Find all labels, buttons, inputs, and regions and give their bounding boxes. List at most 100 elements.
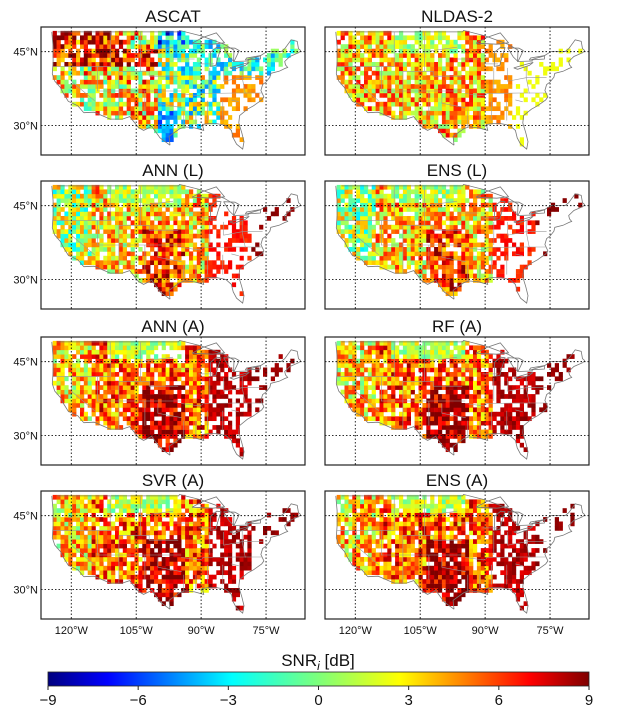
snr-cell <box>134 62 139 67</box>
snr-cell <box>192 407 198 413</box>
snr-cell <box>402 189 408 195</box>
snr-cell <box>107 189 112 195</box>
snr-cell <box>103 198 108 203</box>
snr-cell <box>169 137 174 143</box>
snr-cell <box>426 367 431 373</box>
snr-cell <box>469 251 474 257</box>
snr-cell <box>169 62 174 67</box>
snr-cell <box>375 198 380 203</box>
snr-cell <box>91 211 96 217</box>
snr-cell <box>220 363 225 368</box>
snr-cell <box>473 429 478 435</box>
snr-cell <box>76 372 81 377</box>
snr-cell <box>122 255 127 261</box>
snr-cell <box>185 57 190 63</box>
snr-cell <box>122 247 127 252</box>
snr-cell <box>344 224 349 230</box>
snr-cell <box>379 238 384 243</box>
snr-cell <box>426 216 431 221</box>
snr-cell <box>138 229 143 234</box>
snr-cell <box>402 345 408 351</box>
snr-cell <box>146 207 151 212</box>
snr-cell <box>469 269 474 274</box>
snr-cell <box>165 198 170 203</box>
snr-cell <box>383 70 388 76</box>
snr-cell <box>259 97 264 103</box>
snr-cell <box>441 273 447 279</box>
snr-cell <box>367 211 372 217</box>
snr-cell <box>146 411 151 417</box>
snr-cell <box>399 385 404 390</box>
snr-cell <box>375 48 380 54</box>
snr-cell <box>181 345 186 351</box>
snr-cell <box>441 434 447 439</box>
snr-cell <box>430 184 435 190</box>
snr-cell <box>360 247 365 252</box>
snr-cell <box>395 416 400 422</box>
snr-cell <box>414 354 419 359</box>
snr-cell <box>115 110 120 116</box>
snr-cell <box>360 411 365 417</box>
snr-cell <box>208 411 213 417</box>
snr-cell <box>484 376 489 382</box>
snr-cell <box>189 367 194 373</box>
snr-cell <box>189 416 194 422</box>
snr-cell <box>453 53 458 58</box>
snr-cell <box>181 75 186 80</box>
snr-cell <box>360 184 365 190</box>
snr-cell <box>173 264 178 270</box>
snr-cell <box>473 53 478 58</box>
snr-cell <box>150 380 155 386</box>
snr-cell <box>453 291 458 297</box>
snr-cell <box>402 247 408 252</box>
lake-outline <box>493 46 506 67</box>
snr-cell <box>134 75 139 80</box>
snr-cell <box>492 264 497 270</box>
snr-cell <box>235 398 240 404</box>
snr-cell <box>488 411 493 417</box>
snr-cell <box>352 70 357 76</box>
snr-cell <box>200 247 205 252</box>
snr-cell <box>111 44 116 49</box>
snr-cell <box>364 211 369 217</box>
snr-cell <box>134 358 139 364</box>
snr-cell <box>410 251 415 257</box>
snr-cell <box>367 238 372 243</box>
snr-cell <box>414 425 419 430</box>
snr-cell <box>60 376 65 382</box>
snr-cell <box>426 238 431 243</box>
lake-outline <box>507 357 524 373</box>
snr-cell <box>231 238 237 243</box>
panel-title: ASCAT <box>145 7 200 26</box>
snr-cell <box>130 189 135 195</box>
snr-cell <box>387 407 392 413</box>
snr-cell <box>204 260 209 266</box>
snr-cell <box>270 66 275 72</box>
snr-cell <box>441 53 447 58</box>
snr-cell <box>122 110 127 116</box>
snr-cell <box>508 389 513 395</box>
snr-cell <box>220 411 225 417</box>
snr-cell <box>473 106 478 112</box>
snr-cell <box>185 251 190 257</box>
snr-cell <box>426 251 431 257</box>
snr-cell <box>399 97 404 103</box>
snr-cell <box>438 340 443 346</box>
snr-cell <box>480 372 485 377</box>
snr-cell <box>371 79 376 85</box>
snr-cell <box>115 30 120 36</box>
snr-cell <box>469 345 474 351</box>
snr-cell <box>224 224 229 230</box>
snr-cell <box>406 411 411 417</box>
snr-cell <box>146 110 151 116</box>
snr-cell <box>367 416 372 422</box>
snr-cell <box>367 358 372 364</box>
snr-cell <box>107 269 112 274</box>
snr-cell <box>87 48 92 54</box>
snr-cell <box>142 425 147 430</box>
snr-cell <box>142 184 147 190</box>
snr-cell <box>83 193 88 199</box>
snr-cell <box>142 115 147 120</box>
snr-cell <box>189 403 194 408</box>
snr-cell <box>508 101 513 107</box>
